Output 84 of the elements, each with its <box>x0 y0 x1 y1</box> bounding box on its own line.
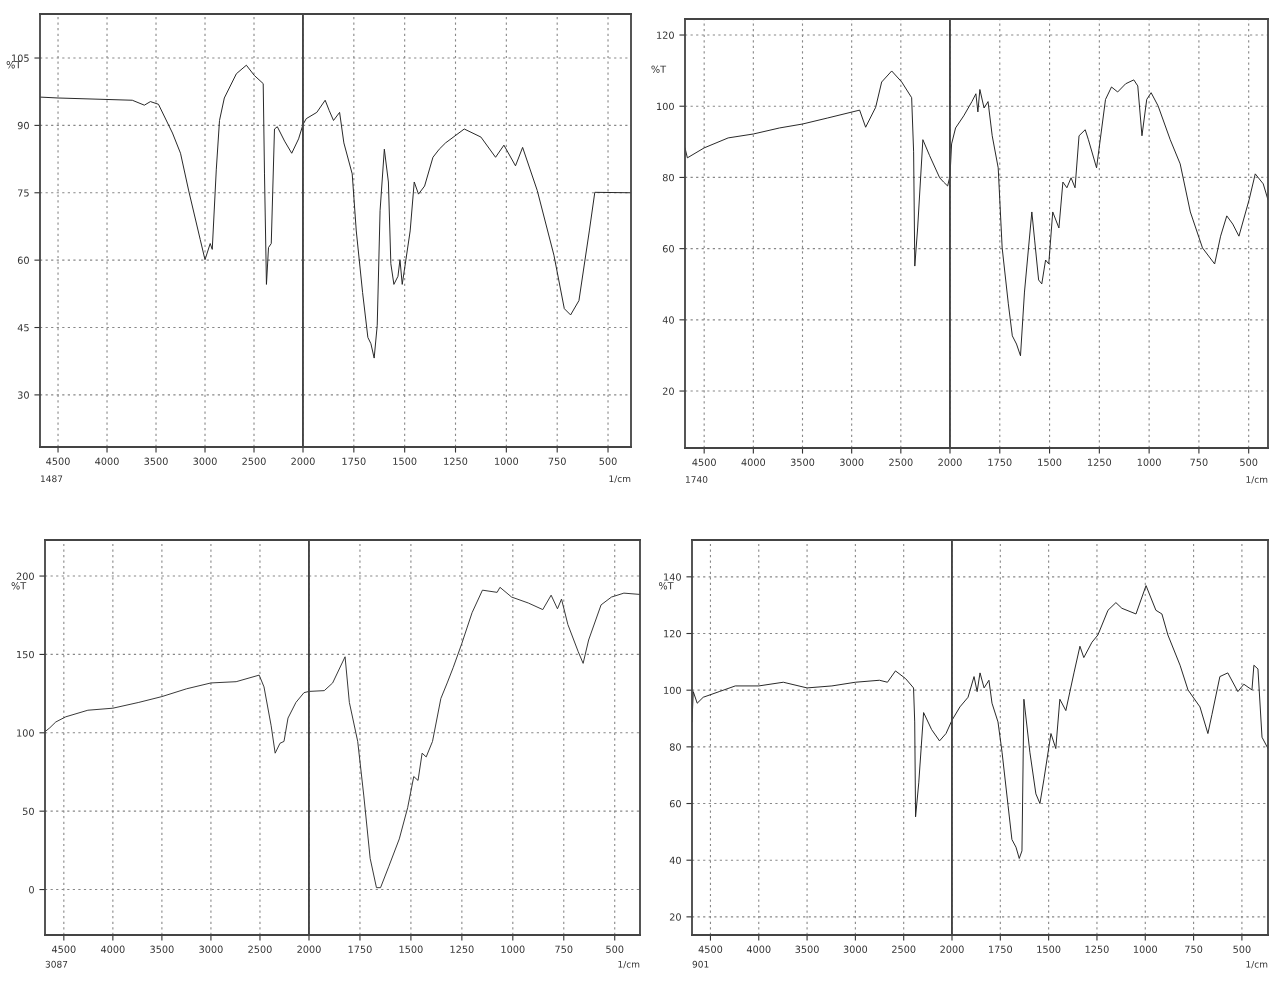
y-tick-label: 75 <box>18 189 29 197</box>
y-tick-label: 120 <box>657 31 674 39</box>
y-tick-label: 150 <box>17 650 34 659</box>
x-tick-label: 4500 <box>698 945 723 953</box>
x-tick-label: 1250 <box>1085 945 1109 953</box>
x-tick-label: 500 <box>1233 945 1251 953</box>
text: 1/cm <box>609 475 631 483</box>
y-tick-label: 60 <box>669 800 681 808</box>
x-tick-label: 500 <box>599 457 617 465</box>
y-tick-label: 40 <box>669 856 681 865</box>
x-tick-label: 500 <box>1240 458 1258 466</box>
y-tick-label: 100 <box>664 686 681 695</box>
y-axis-title: %T <box>651 65 667 73</box>
x-tick-label: 2000 <box>291 457 315 465</box>
x-tick-label: 3000 <box>840 458 864 466</box>
text: 3087 <box>45 960 68 968</box>
x-tick-label: 750 <box>548 457 566 465</box>
x-tick-label: 2500 <box>892 945 916 953</box>
x-tick-label: 1500 <box>1037 945 1061 953</box>
y-tick-label: 100 <box>657 102 674 111</box>
y-tick-label: 40 <box>662 316 674 324</box>
x-tick-label: 1000 <box>1137 458 1161 466</box>
x-tick-label: 1500 <box>393 457 417 465</box>
x-tick-label: 3500 <box>790 458 815 466</box>
x-tick-label: 2500 <box>248 945 272 953</box>
x-tick-label: 4000 <box>741 458 766 466</box>
y-tick-label: 100 <box>17 729 34 737</box>
y-tick-label: 50 <box>22 807 34 815</box>
text: 1/cm <box>1246 476 1268 484</box>
x-tick-label: 1500 <box>399 945 423 953</box>
x-tick-label: 1000 <box>495 457 519 465</box>
x-tick-label: 1250 <box>1088 458 1112 466</box>
x-tick-label: 3000 <box>843 945 868 953</box>
x-tick-label: 1500 <box>1038 458 1062 466</box>
x-tick-label: 3500 <box>795 945 819 953</box>
x-tick-label: 4000 <box>100 945 125 953</box>
x-tick-label: 4500 <box>46 457 70 465</box>
x-tick-label: 4500 <box>51 945 76 953</box>
y-axis-title: %T <box>6 61 22 69</box>
y-tick-label: 105 <box>12 54 29 62</box>
x-tick-label: 1750 <box>988 458 1012 466</box>
x-tick-label: 4500 <box>692 458 716 466</box>
text: 1/cm <box>618 960 640 969</box>
x-tick-label: 1250 <box>444 457 468 465</box>
x-tick-label: 2000 <box>938 458 962 466</box>
x-tick-label: 1750 <box>989 945 1013 953</box>
x-tick-label: 750 <box>555 945 573 953</box>
y-tick-label: 0 <box>29 886 34 894</box>
y-tick-label: 20 <box>669 913 681 921</box>
y-tick-label: 20 <box>662 387 674 395</box>
x-tick-label: 1000 <box>1133 945 1157 953</box>
x-tick-label: 1000 <box>501 945 525 953</box>
y-tick-label: 80 <box>669 743 681 751</box>
text: 1740 <box>685 476 708 483</box>
x-tick-label: 500 <box>606 945 624 953</box>
y-tick-label: 80 <box>662 173 674 182</box>
x-tick-label: 4000 <box>746 945 771 953</box>
x-tick-label: 3000 <box>199 945 223 953</box>
y-tick-label: 90 <box>17 121 29 130</box>
y-axis-title: %T <box>658 582 674 590</box>
text: 901 <box>692 960 709 968</box>
text: 1/cm <box>1246 960 1268 969</box>
x-tick-label: 2500 <box>242 457 266 465</box>
x-tick-label: 4000 <box>95 457 119 465</box>
x-tick-label: 1750 <box>348 945 372 953</box>
x-tick-label: 2000 <box>297 945 321 953</box>
y-tick-label: 45 <box>17 324 29 332</box>
y-tick-label: 60 <box>17 256 29 264</box>
x-tick-label: 1250 <box>450 945 474 953</box>
y-tick-label: 140 <box>664 573 681 581</box>
text: 1487 <box>40 475 63 483</box>
y-tick-label: 60 <box>662 245 674 253</box>
y-tick-label: 30 <box>17 391 29 399</box>
x-tick-label: 3500 <box>150 945 174 953</box>
x-tick-label: 2500 <box>889 458 913 466</box>
x-tick-label: 750 <box>1185 945 1203 953</box>
x-tick-label: 3000 <box>193 457 217 465</box>
x-tick-label: 750 <box>1190 458 1208 466</box>
y-tick-label: 200 <box>16 572 34 580</box>
y-tick-label: 120 <box>664 629 681 638</box>
x-tick-label: 1750 <box>342 457 366 465</box>
x-tick-label: 3500 <box>144 457 168 465</box>
y-axis-title: %T <box>11 582 27 590</box>
x-tick-label: 2000 <box>940 945 964 953</box>
